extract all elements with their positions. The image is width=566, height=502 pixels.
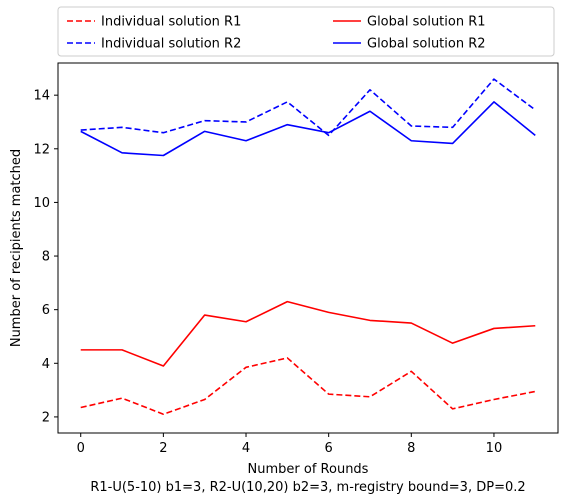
legend-label: Global solution R1 — [367, 15, 486, 30]
x-tick-label: 8 — [407, 441, 415, 456]
y-axis: 2 4 6 8 10 12 14 — [33, 89, 58, 425]
x-tick-label: 6 — [325, 441, 333, 456]
series-line-individual-solution-r1 — [80, 357, 536, 416]
y-tick-label: 6 — [42, 303, 50, 318]
y-tick-label: 14 — [33, 89, 50, 104]
series-line-global-solution-r2 — [80, 101, 536, 157]
y-tick-label: 2 — [42, 410, 50, 425]
y-tick-label: 12 — [33, 142, 50, 157]
plot-area — [57, 62, 559, 434]
series-line-individual-solution-r2 — [80, 78, 536, 137]
x-tick-label: 4 — [242, 441, 250, 456]
legend: Individual solution R1 Individual solutio… — [57, 6, 555, 57]
x-axis-title: Number of Rounds — [248, 462, 369, 477]
y-tick-label: 4 — [42, 357, 50, 372]
series-line-global-solution-r1 — [80, 300, 536, 367]
x-tick-label: 10 — [486, 441, 503, 456]
y-tick-label: 10 — [33, 196, 50, 211]
legend-label: Global solution R2 — [367, 37, 486, 52]
y-axis-title: Number of recipients matched — [9, 149, 24, 347]
x-tick-label: 0 — [77, 441, 85, 456]
x-tick-label: 2 — [159, 441, 167, 456]
legend-box — [57, 6, 555, 57]
plot-frame — [57, 62, 559, 434]
x-axis: 0 2 4 6 8 10 — [77, 433, 503, 456]
legend-label: Individual solution R2 — [101, 37, 241, 52]
legend-label: Individual solution R1 — [101, 15, 241, 30]
chart-caption: R1-U(5-10) b1=3, R2-U(10,20) b2=3, m-reg… — [90, 480, 525, 495]
y-tick-label: 8 — [42, 250, 50, 265]
series-layer — [80, 78, 536, 416]
